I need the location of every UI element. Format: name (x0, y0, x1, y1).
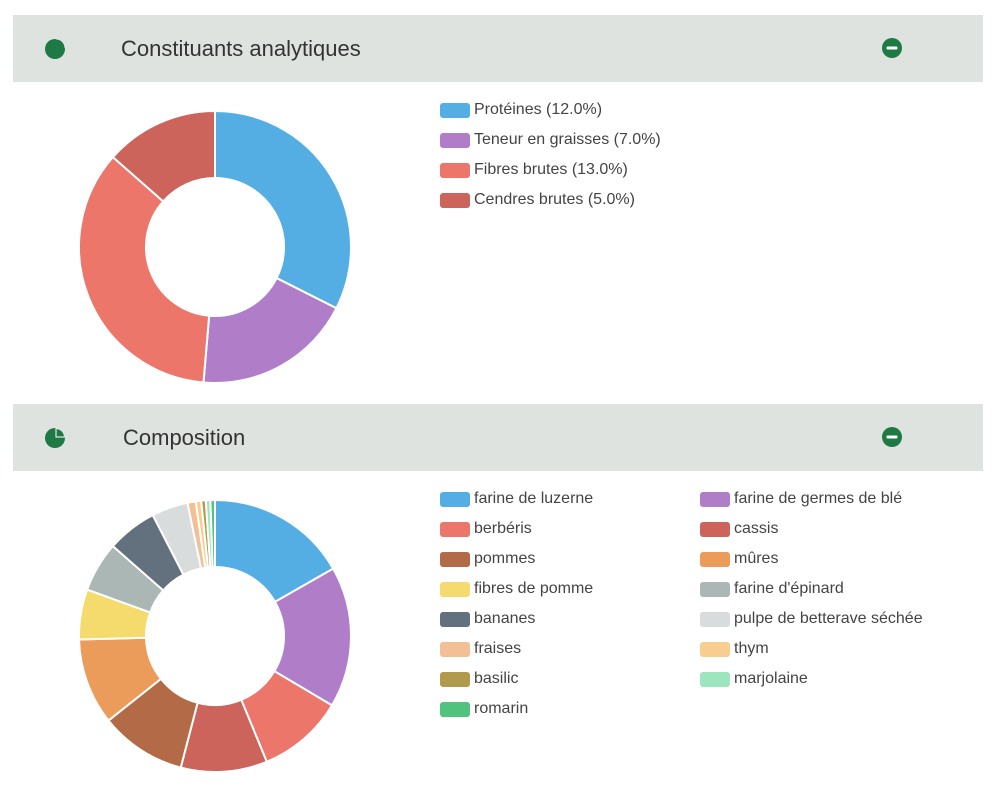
pie-chart-icon (45, 38, 66, 59)
legend-swatch (440, 522, 470, 537)
panel-title: Composition (123, 425, 246, 450)
legend-label: farine de luzerne (474, 490, 594, 507)
donut-slice (202, 276, 338, 384)
legend-label: pommes (474, 550, 536, 567)
legend-label: fraises (474, 640, 522, 657)
legend-label: Cendres brutes (5.0%) (474, 191, 635, 208)
legend-swatch (700, 642, 730, 657)
legend-label: fibres de pomme (474, 580, 594, 597)
legend-composition: farine de luzerne farine de germes de blé… (440, 489, 980, 729)
legend-label: bananes (474, 610, 536, 627)
pie-chart-icon (45, 427, 66, 448)
legend-label: mûres (734, 550, 779, 567)
legend-swatch (440, 163, 470, 178)
legend-label: berbéris (474, 520, 532, 537)
legend-swatch (440, 612, 470, 627)
donut-chart-constituants (78, 110, 352, 384)
legend-swatch (440, 642, 470, 657)
legend-swatch (700, 582, 730, 597)
legend-label: farine de germes de blé (734, 490, 903, 507)
donut-slice (209, 499, 216, 569)
minus-circle-icon[interactable] (881, 37, 903, 59)
legend-swatch (440, 672, 470, 687)
legend-label: Protéines (12.0%) (474, 101, 603, 118)
legend-swatch (440, 133, 470, 148)
legend-label: basilic (474, 670, 519, 687)
legend-swatch (440, 552, 470, 567)
legend-swatch (440, 492, 470, 507)
donut-chart-composition (78, 499, 352, 773)
legend-label: cassis (734, 520, 779, 537)
legend-constituants: Protéines (12.0%) Teneur en graisses (7.0… (440, 100, 940, 220)
legend-swatch (440, 582, 470, 597)
donut-slice (111, 110, 216, 203)
donut-slice (78, 155, 211, 384)
legend-label: Fibres brutes (13.0%) (474, 161, 628, 178)
legend-swatch (700, 522, 730, 537)
minus-circle-icon[interactable] (881, 426, 903, 448)
panel-title: Constituants analytiques (121, 36, 361, 61)
legend-label: romarin (474, 700, 529, 717)
panel-header-composition: Composition (13, 404, 983, 471)
legend-swatch (700, 552, 730, 567)
legend-swatch (440, 103, 470, 118)
legend-label: marjolaine (734, 670, 808, 687)
legend-label: Teneur en graisses (7.0%) (474, 131, 661, 148)
legend-swatch (440, 193, 470, 208)
legend-swatch (700, 612, 730, 627)
legend-label: farine d'épinard (734, 580, 844, 597)
legend-swatch (700, 672, 730, 687)
legend-label: pulpe de betterave séchée (734, 610, 923, 627)
legend-label: thym (734, 640, 769, 657)
donut-slice (214, 110, 352, 310)
panel-header-constituants: Constituants analytiques (13, 15, 983, 82)
legend-swatch (700, 492, 730, 507)
legend-swatch (440, 702, 470, 717)
